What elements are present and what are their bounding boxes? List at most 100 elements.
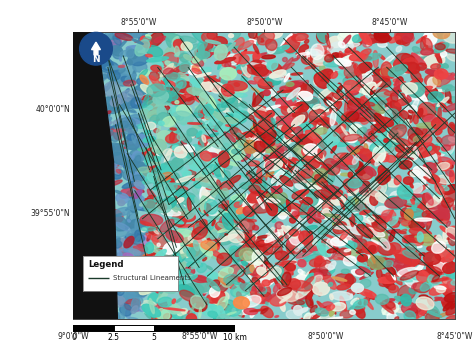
- Ellipse shape: [213, 222, 223, 229]
- Ellipse shape: [422, 193, 434, 208]
- Ellipse shape: [97, 249, 117, 261]
- Ellipse shape: [378, 42, 387, 47]
- Ellipse shape: [359, 74, 373, 84]
- Ellipse shape: [425, 193, 433, 205]
- Ellipse shape: [136, 119, 139, 122]
- Ellipse shape: [119, 304, 132, 316]
- Ellipse shape: [253, 53, 261, 58]
- Ellipse shape: [405, 144, 422, 151]
- Ellipse shape: [404, 204, 413, 207]
- Ellipse shape: [277, 90, 296, 92]
- Ellipse shape: [88, 231, 109, 241]
- Ellipse shape: [336, 124, 346, 133]
- Ellipse shape: [174, 52, 186, 57]
- Ellipse shape: [446, 295, 456, 298]
- Ellipse shape: [197, 110, 205, 115]
- Ellipse shape: [66, 189, 82, 194]
- Ellipse shape: [345, 274, 354, 287]
- Ellipse shape: [237, 208, 245, 214]
- Ellipse shape: [318, 114, 323, 117]
- Ellipse shape: [407, 238, 423, 245]
- Ellipse shape: [301, 254, 319, 262]
- Ellipse shape: [435, 249, 454, 262]
- Ellipse shape: [332, 306, 336, 314]
- Ellipse shape: [198, 121, 204, 127]
- Ellipse shape: [230, 235, 241, 244]
- Ellipse shape: [352, 203, 364, 213]
- Ellipse shape: [354, 103, 356, 106]
- Ellipse shape: [436, 54, 442, 64]
- Ellipse shape: [257, 267, 266, 275]
- Ellipse shape: [94, 30, 104, 41]
- Ellipse shape: [85, 265, 91, 273]
- Ellipse shape: [331, 145, 336, 153]
- Ellipse shape: [401, 220, 410, 226]
- Ellipse shape: [264, 156, 277, 164]
- Ellipse shape: [314, 74, 327, 86]
- Ellipse shape: [347, 246, 361, 256]
- Ellipse shape: [196, 289, 205, 296]
- Ellipse shape: [294, 102, 309, 112]
- Ellipse shape: [332, 170, 337, 173]
- Ellipse shape: [388, 74, 394, 78]
- Ellipse shape: [118, 72, 122, 78]
- Ellipse shape: [208, 139, 224, 144]
- Ellipse shape: [278, 225, 285, 232]
- Ellipse shape: [248, 106, 266, 115]
- Ellipse shape: [419, 234, 433, 241]
- Ellipse shape: [280, 176, 293, 186]
- Ellipse shape: [180, 244, 186, 253]
- Ellipse shape: [348, 160, 358, 170]
- Ellipse shape: [322, 185, 335, 199]
- Ellipse shape: [440, 103, 447, 109]
- Ellipse shape: [237, 65, 247, 74]
- Ellipse shape: [352, 283, 364, 292]
- Ellipse shape: [292, 304, 304, 310]
- Ellipse shape: [238, 221, 249, 229]
- Ellipse shape: [280, 296, 290, 303]
- Ellipse shape: [319, 64, 326, 77]
- Ellipse shape: [252, 297, 268, 304]
- Ellipse shape: [193, 164, 201, 167]
- Ellipse shape: [226, 277, 234, 286]
- Ellipse shape: [311, 156, 318, 161]
- Ellipse shape: [140, 109, 150, 119]
- Ellipse shape: [106, 66, 124, 69]
- Ellipse shape: [190, 61, 202, 65]
- Ellipse shape: [304, 273, 315, 290]
- Ellipse shape: [416, 297, 434, 310]
- Ellipse shape: [252, 201, 274, 213]
- Ellipse shape: [228, 126, 238, 133]
- Ellipse shape: [85, 96, 88, 98]
- Ellipse shape: [173, 252, 182, 262]
- Ellipse shape: [395, 277, 412, 282]
- Ellipse shape: [305, 197, 311, 205]
- Ellipse shape: [94, 287, 99, 299]
- Ellipse shape: [287, 279, 301, 289]
- Ellipse shape: [385, 299, 395, 302]
- Ellipse shape: [273, 244, 282, 247]
- Ellipse shape: [286, 265, 293, 275]
- Ellipse shape: [411, 199, 414, 204]
- Ellipse shape: [210, 190, 229, 200]
- Ellipse shape: [296, 223, 301, 233]
- Ellipse shape: [273, 130, 283, 143]
- Ellipse shape: [253, 93, 255, 105]
- Ellipse shape: [265, 193, 277, 203]
- Ellipse shape: [82, 57, 101, 64]
- Ellipse shape: [196, 221, 208, 229]
- Ellipse shape: [94, 137, 101, 141]
- Ellipse shape: [274, 246, 282, 255]
- Ellipse shape: [120, 189, 131, 198]
- Ellipse shape: [178, 284, 194, 297]
- Ellipse shape: [128, 219, 130, 222]
- Ellipse shape: [105, 275, 114, 287]
- Ellipse shape: [179, 224, 200, 227]
- Ellipse shape: [383, 105, 392, 113]
- Ellipse shape: [255, 270, 268, 278]
- Ellipse shape: [353, 151, 360, 158]
- Ellipse shape: [310, 305, 317, 313]
- Ellipse shape: [140, 269, 143, 277]
- Ellipse shape: [347, 237, 351, 240]
- Ellipse shape: [90, 300, 105, 314]
